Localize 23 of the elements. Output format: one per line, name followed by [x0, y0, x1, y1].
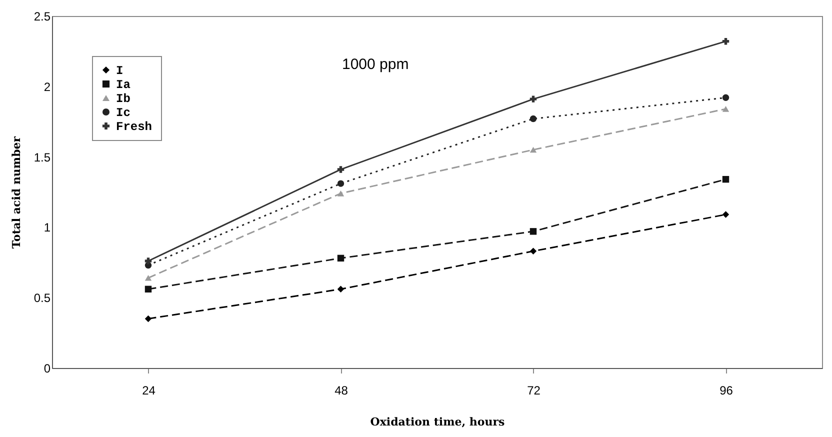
y-tick-label: 1.5	[34, 150, 51, 164]
x-axis-title: Oxidation time, hours	[370, 416, 505, 428]
annotation: 1000 ppm	[342, 56, 409, 73]
legend-label: Ic	[116, 106, 130, 120]
y-tick-label: 2	[44, 80, 51, 94]
y-tick-label: 2.5	[34, 10, 51, 24]
x-tick-label: 48	[334, 384, 348, 398]
point	[722, 94, 730, 102]
point	[722, 211, 730, 218]
point	[722, 106, 730, 112]
point	[144, 274, 152, 281]
y-tick-label: 0	[44, 362, 51, 376]
legend-label: Ib	[116, 92, 130, 106]
legend-label: Ia	[116, 78, 130, 92]
x-tick-label: 72	[527, 384, 541, 398]
y-tick-label: 0.5	[34, 291, 51, 306]
x-tick-label: 24	[142, 384, 156, 398]
legend-label: Fresh	[116, 120, 152, 134]
x-tick-label: 96	[720, 384, 734, 398]
point	[722, 176, 730, 183]
y-tick-label: 1	[44, 220, 51, 235]
y-axis-title: Total acid number	[10, 136, 23, 249]
legend-label: I	[116, 64, 124, 78]
